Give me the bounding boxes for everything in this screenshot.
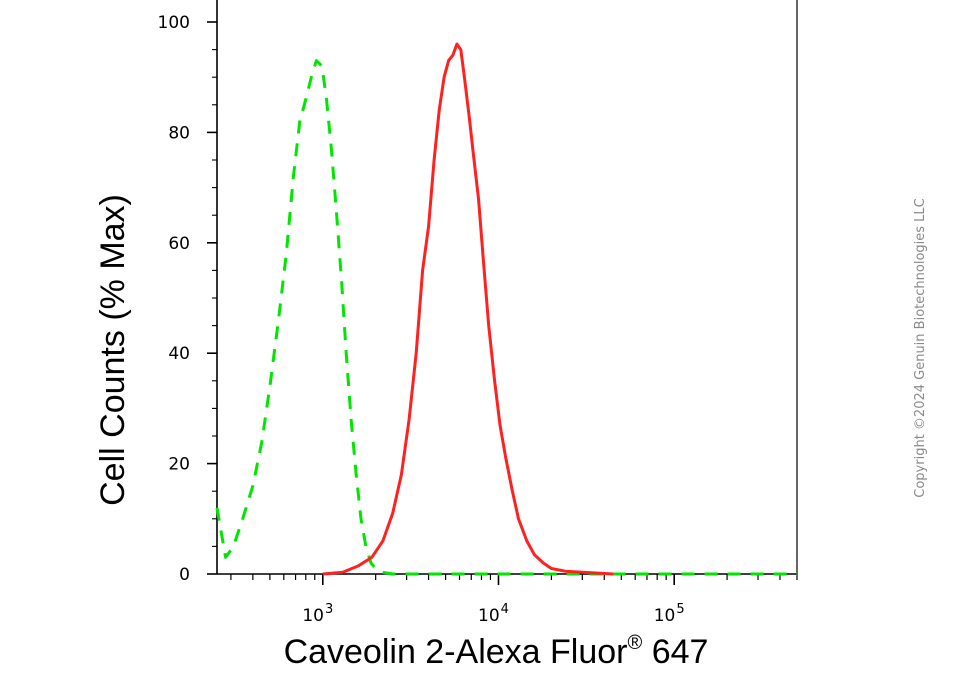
y-tick-label: 60: [168, 234, 190, 254]
y-axis-label: Cell Counts (% Max): [94, 194, 132, 506]
x-axis-label-registered-mark: ®: [628, 632, 643, 654]
x-tick-label: 104: [478, 602, 509, 626]
series-layer: [215, 42, 797, 576]
axes: [207, 0, 798, 585]
y-tick-label: 80: [168, 123, 190, 143]
x-tick-label: 105: [654, 602, 685, 626]
x-tick-label-base: 10: [478, 606, 500, 626]
y-tick-label: 0: [179, 565, 190, 585]
y-tick-label: 100: [158, 13, 190, 33]
x-tick-label-base: 10: [654, 606, 676, 626]
y-tick-labels: 0 20 40 60 80 100: [158, 13, 190, 585]
x-tick-labels: 103 104 105: [302, 602, 684, 626]
y-tick-label: 40: [168, 344, 190, 364]
x-axis-label-tail: 647: [642, 633, 708, 671]
x-tick-label-base: 10: [302, 606, 324, 626]
x-tick-label-exponent: 3: [325, 602, 333, 617]
dashed-histogram-line: [215, 59, 797, 576]
x-tick-label: 103: [302, 602, 333, 626]
solid-histogram-line: [322, 42, 614, 576]
copyright-notice: Copyright ©2024 Genuin Biotechnologies L…: [913, 198, 928, 497]
x-tick-label-exponent: 4: [501, 602, 509, 617]
x-axis-label: Caveolin 2-Alexa Fluor® 647: [284, 632, 709, 671]
x-tick-label-exponent: 5: [676, 602, 684, 617]
y-tick-label: 20: [168, 455, 190, 475]
x-axis-label-main: Caveolin 2-Alexa Fluor: [284, 633, 628, 671]
